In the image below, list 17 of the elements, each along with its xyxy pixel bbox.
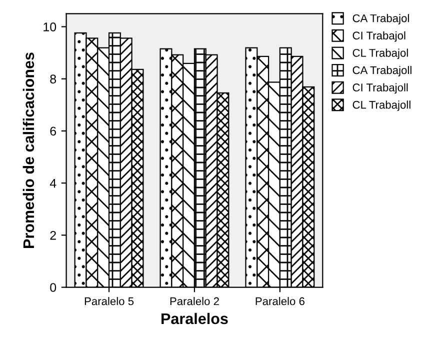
y-tick-label: 6 [50, 126, 56, 136]
x-axis-title: Paralelos [162, 312, 228, 324]
legend-label: CA Trabajoll [352, 66, 412, 76]
y-tick-label: 0 [50, 283, 56, 292]
y-tick-label: 8 [50, 74, 56, 84]
y-tick-label: 4 [50, 178, 56, 188]
legend-label: CL Trabajoll [352, 100, 410, 111]
x-tick-label: Paralelo 5 [84, 297, 134, 306]
x-tick-label: Paralelo 2 [170, 297, 219, 306]
y-axis-title: Promedio de calificaciones [22, 52, 34, 248]
legend-label: CI Trabajoll [352, 83, 408, 94]
x-tick-label: Paralelo 6 [256, 297, 304, 306]
y-tick-label: 10 [44, 22, 56, 32]
legend-label: CI Trabajol [352, 31, 406, 42]
y-tick-label: 2 [50, 230, 56, 240]
legend-label: CA Trabajol [352, 14, 409, 24]
legend-label: CL Trabajol [352, 48, 408, 60]
